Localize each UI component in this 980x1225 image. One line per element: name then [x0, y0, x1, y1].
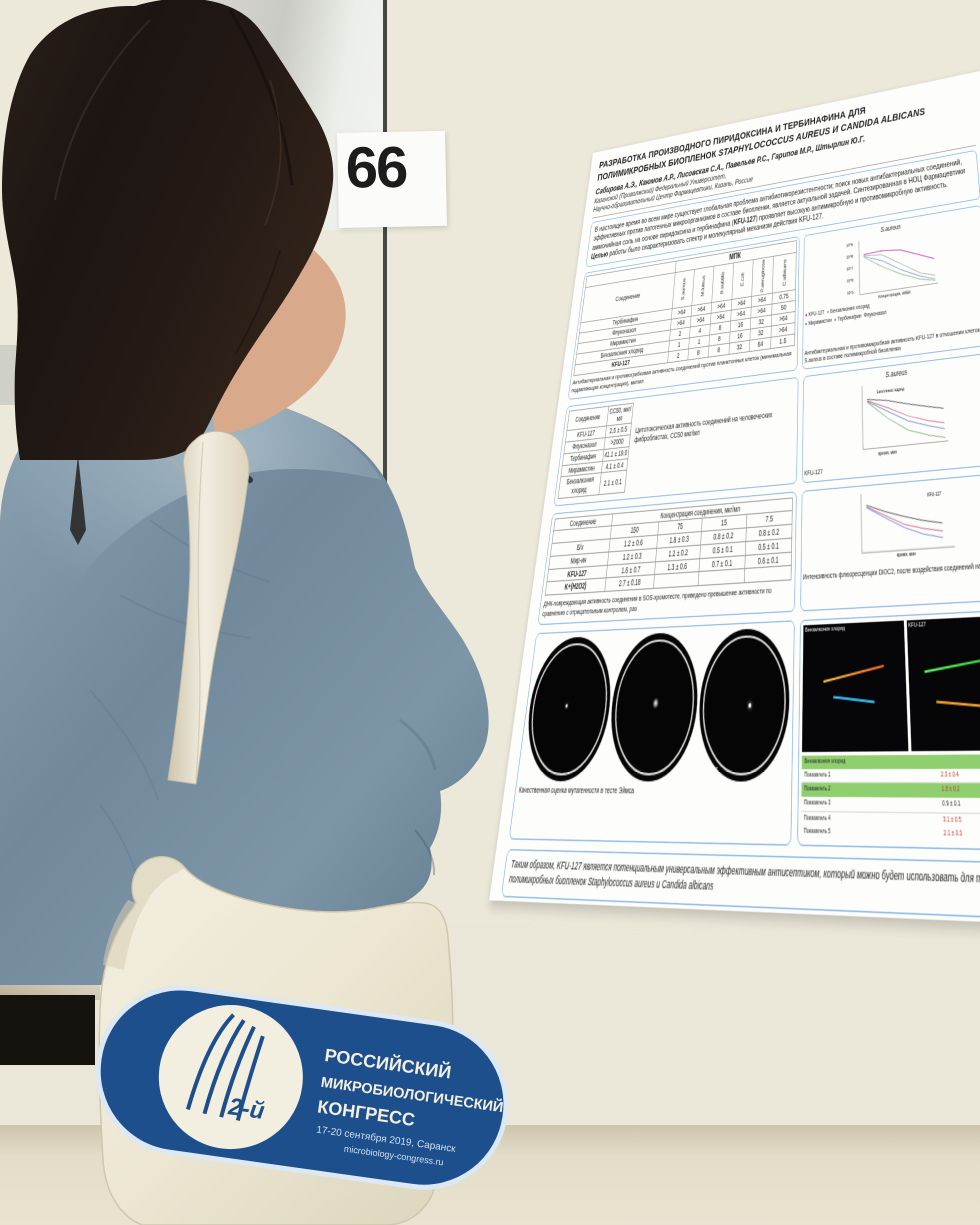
svg-text:2-й: 2-й — [226, 1093, 267, 1125]
svg-text:10^5: 10^5 — [847, 289, 854, 296]
svg-text:время, мин: время, мин — [897, 551, 917, 558]
svg-text:время, мин: время, мин — [878, 447, 897, 456]
svg-text:10^6: 10^6 — [847, 277, 854, 284]
svg-text:Биопленка гидрид: Биопленка гидрид — [877, 385, 905, 395]
svg-text:10^9: 10^9 — [847, 242, 854, 249]
svg-text:KFU-127: KFU-127 — [927, 489, 942, 498]
svg-text:10^8: 10^8 — [847, 253, 854, 260]
svg-text:10^7: 10^7 — [847, 265, 854, 272]
